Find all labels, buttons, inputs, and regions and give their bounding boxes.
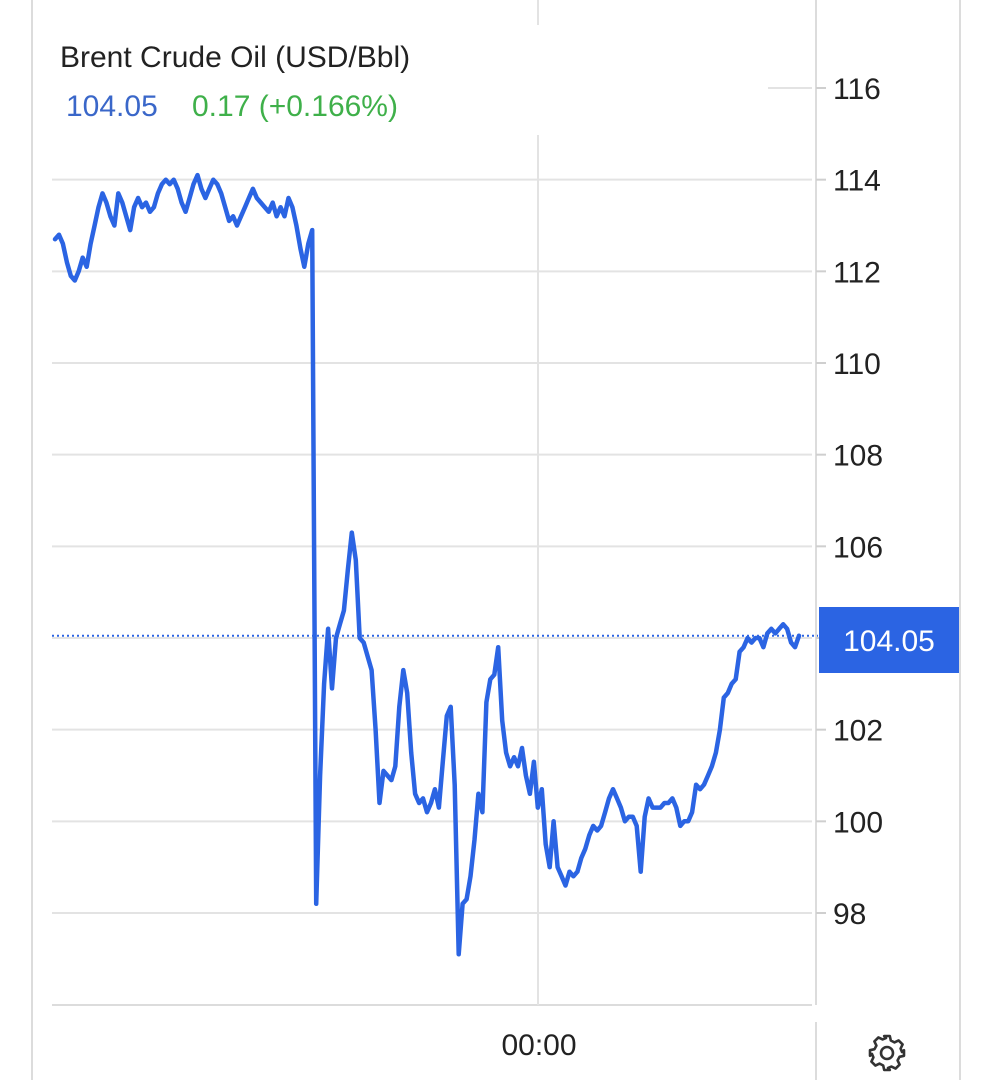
price-change: 0.17 (+0.166%)	[192, 90, 398, 123]
chart-title: Brent Crude Oil (USD/Bbl)	[60, 41, 410, 74]
y-tick-label: 100	[833, 806, 883, 839]
last-price-badge-bg	[819, 607, 959, 673]
last-price-badge-label: 104.05	[843, 625, 935, 658]
y-tick-label: 112	[833, 256, 881, 289]
y-tick-label: 108	[833, 440, 883, 473]
series-line	[52, 172, 802, 957]
y-tick-label: 116	[833, 73, 881, 106]
gear-icon[interactable]	[868, 1034, 906, 1072]
x-tick-label: 00:00	[501, 1029, 576, 1062]
horizontal-gridlines	[52, 87, 812, 914]
last-price-badge: 104.05	[819, 607, 959, 673]
current-price: 104.05	[66, 90, 158, 123]
y-tick-label: 114	[833, 165, 881, 198]
y-tick-label: 98	[833, 898, 866, 931]
y-tick-label: 102	[833, 715, 883, 748]
y-tick-label: 106	[833, 531, 883, 564]
price-axis-ticks: 98100102104106108110112114116	[816, 73, 883, 931]
y-tick-label: 110	[833, 348, 881, 381]
